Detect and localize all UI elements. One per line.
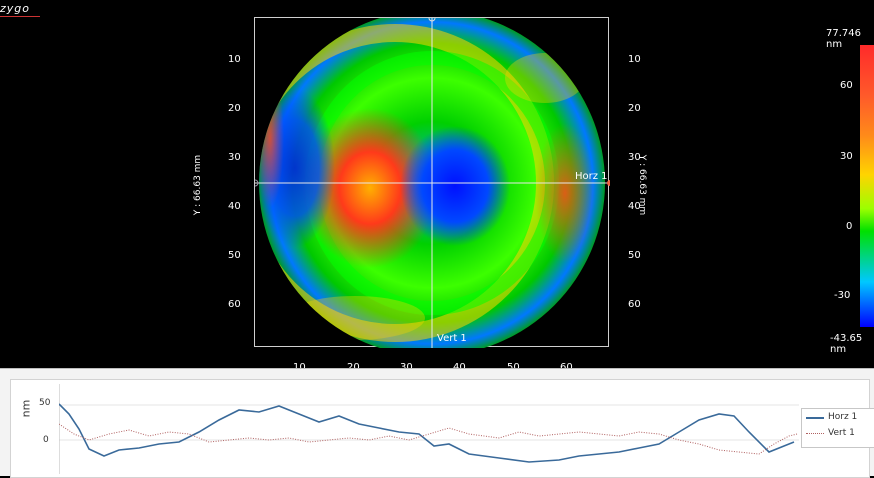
colorbar-min-label: -43.65 nm [830,333,863,355]
y-tick-right-40: 40 [628,201,641,212]
y-tick-left-60: 60 [228,299,241,310]
profile-legend: Horz 1 Vert 1 [801,408,874,448]
colorbar-max-label: 77.746 nm [826,28,861,50]
profile-ylabel: nm [19,399,33,418]
colorbar-tick-0: 0 [846,221,853,232]
profile-plot [59,384,799,474]
profile-series-horz [59,403,795,463]
y-tick-right-50: 50 [628,250,641,261]
legend-swatch-vert [806,433,824,434]
x-tick-10: 10 [293,362,306,373]
colorbar-tick-minus30: -30 [834,290,851,301]
x-tick-30: 30 [400,362,413,373]
y-axis-title-left: Y : 66.63 mm [193,154,204,216]
surface-map-image [255,18,610,348]
vert-marker-label: Vert 1 [437,333,467,344]
profile-panel: nm 50 0 Horz 1 Vert 1 [0,368,874,478]
legend-swatch-horz [806,417,824,419]
surface-map-view: zygo [0,0,874,373]
profile-series-vert [59,423,798,455]
y-tick-left-20: 20 [228,103,241,114]
profile-ytick-50: 50 [39,398,51,408]
colorbar-tick-30: 30 [840,151,853,162]
colorbar [860,45,874,327]
y-tick-left-10: 10 [228,54,241,65]
colorbar-tick-60: 60 [840,80,853,91]
y-tick-left-50: 50 [228,250,241,261]
surface-map-plot[interactable]: Horz 1 Vert 1 [254,17,610,348]
y-tick-right-10: 10 [628,54,641,65]
y-tick-left-40: 40 [228,201,241,212]
legend-label-horz: Horz 1 [828,412,858,422]
y-tick-left-30: 30 [228,152,241,163]
x-tick-40: 40 [453,362,466,373]
y-tick-right-30: 30 [628,152,641,163]
y-tick-right-20: 20 [628,103,641,114]
y-tick-right-60: 60 [628,299,641,310]
zygo-logo: zygo [0,2,40,17]
horz-marker-label: Horz 1 [575,171,608,182]
profile-chart[interactable]: nm 50 0 Horz 1 Vert 1 [10,379,874,478]
x-tick-60: 60 [560,362,573,373]
x-tick-50: 50 [507,362,520,373]
profile-ytick-0: 0 [43,435,49,445]
x-tick-20: 20 [347,362,360,373]
y-axis-title-right: Y : 66.63 mm [637,154,648,216]
legend-label-vert: Vert 1 [828,428,855,438]
